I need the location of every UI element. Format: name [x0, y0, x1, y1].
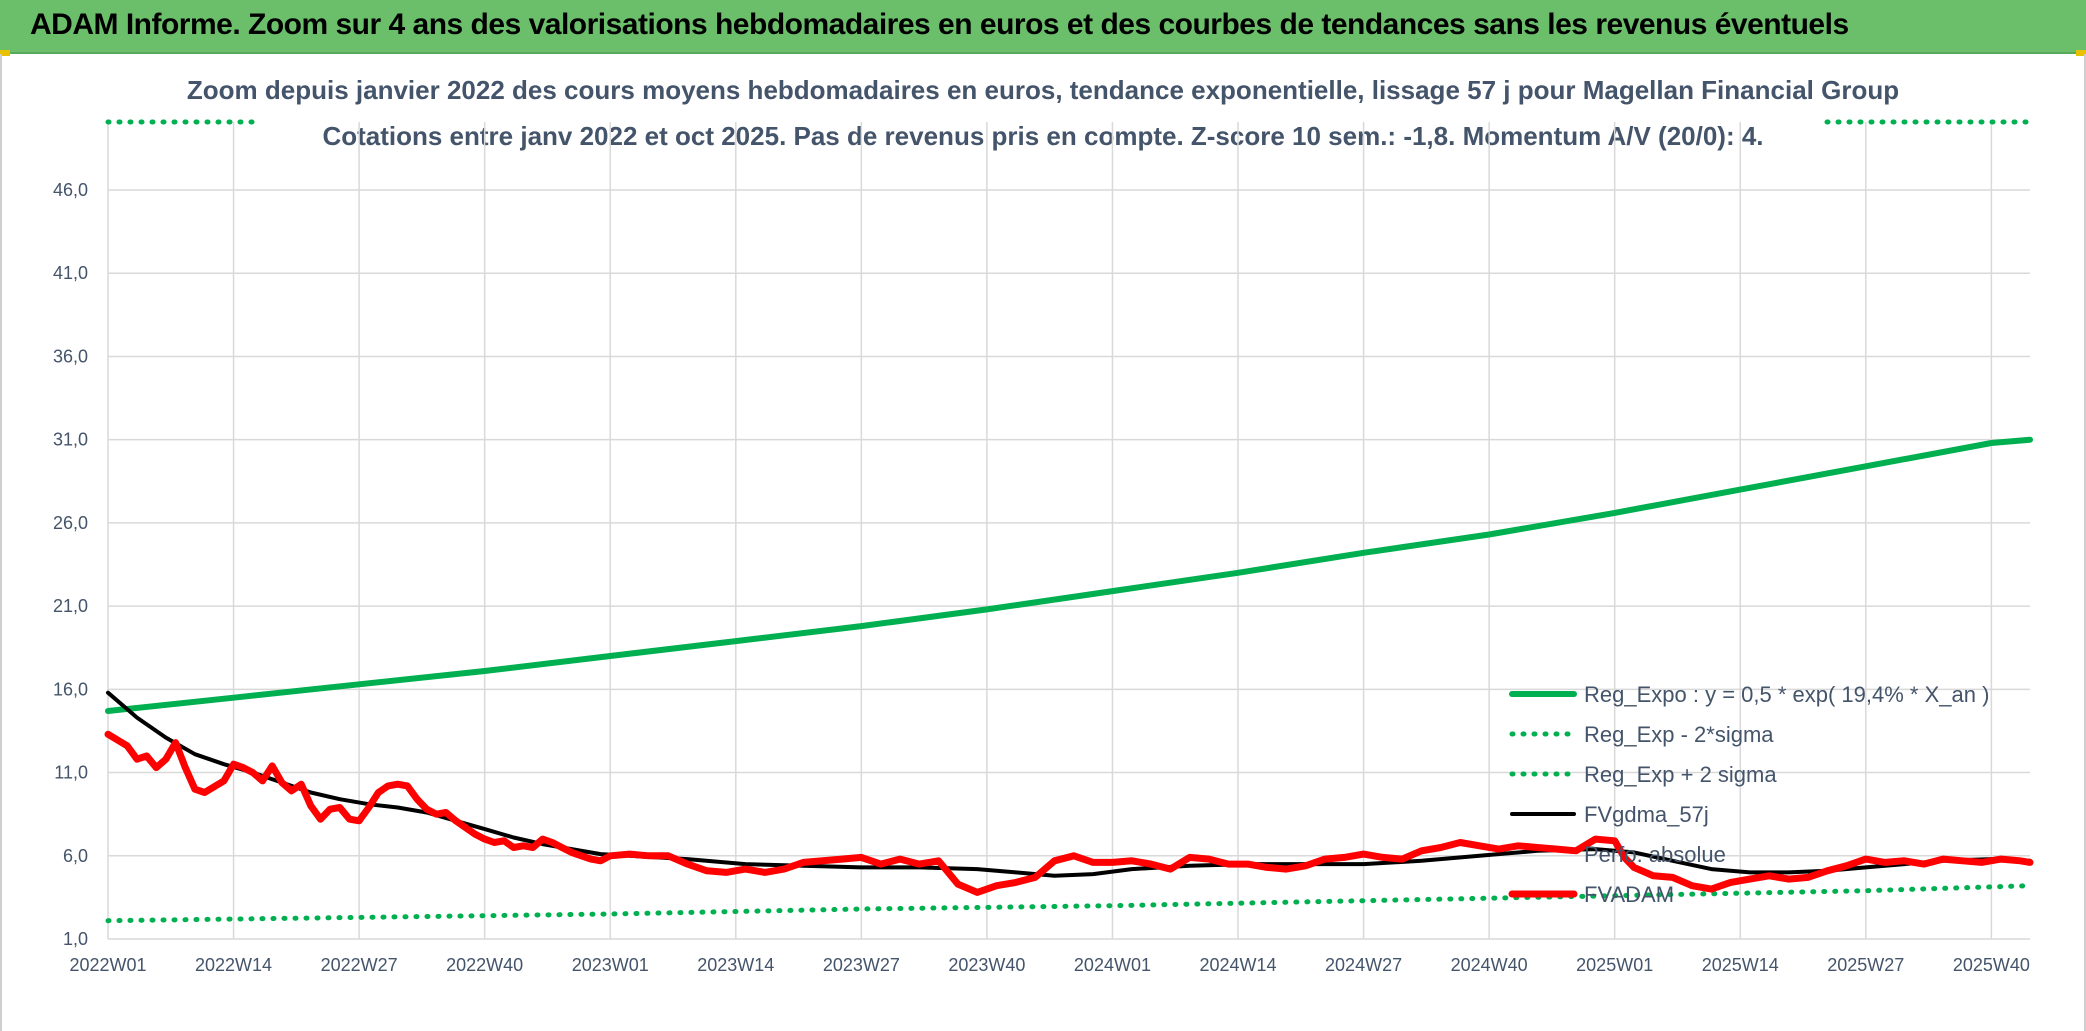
x-tick-label: 2025W01: [1576, 955, 1653, 975]
legend-label: Perfo. absolue: [1584, 842, 1726, 867]
y-tick-label: 26,0: [53, 513, 88, 533]
y-tick-label: 41,0: [53, 263, 88, 283]
y-tick-label: 46,0: [53, 180, 88, 200]
x-tick-label: 2024W40: [1451, 955, 1528, 975]
y-tick-label: 16,0: [53, 679, 88, 699]
x-tick-label: 2022W27: [321, 955, 398, 975]
y-tick-label: 36,0: [53, 346, 88, 366]
x-tick-label: 2024W14: [1199, 955, 1276, 975]
x-tick-label: 2024W27: [1325, 955, 1402, 975]
page-title: ADAM Informe. Zoom sur 4 ans des valoris…: [30, 8, 1849, 41]
chart-legend: Reg_Expo : y = 0,5 * exp( 19,4% * X_an )…: [1508, 682, 1989, 907]
legend-label: FVADAM: [1584, 882, 1674, 907]
y-tick-label: 11,0: [54, 763, 88, 783]
y-tick-label: 1,0: [63, 929, 88, 949]
frame-corner-right: [2076, 50, 2086, 56]
x-tick-label: 2023W01: [572, 955, 649, 975]
x-tick-label: 2025W40: [1953, 955, 2030, 975]
x-tick-label: 2024W01: [1074, 955, 1151, 975]
chart-grid: [107, 122, 2030, 940]
x-tick-label: 2023W40: [948, 955, 1025, 975]
x-tick-label: 2025W27: [1827, 955, 1904, 975]
series-line-solid-red: [104, 730, 2034, 896]
legend-label: Reg_Exp + 2 sigma: [1584, 762, 1777, 787]
chart-title: Zoom depuis janvier 2022 des cours moyen…: [187, 75, 1899, 105]
x-tick-label: 2023W14: [697, 955, 774, 975]
series-line-solid-green: [105, 436, 2033, 714]
y-tick-label: 31,0: [53, 430, 88, 450]
x-tick-label: 2025W14: [1702, 955, 1779, 975]
series-line-dotted-green: [105, 883, 2033, 924]
legend-label: Reg_Expo : y = 0,5 * exp( 19,4% * X_an ): [1584, 682, 1989, 707]
title-bar: ADAM Informe. Zoom sur 4 ans des valoris…: [0, 0, 2086, 54]
legend-label: FVgdma_57j: [1584, 802, 1709, 827]
x-axis-labels: 2022W01 2022W14 2022W27 2022W40 2023W01 2023W…: [69, 955, 2029, 975]
y-tick-label: 21,0: [53, 596, 88, 616]
x-tick-label: 2022W01: [69, 955, 146, 975]
chart-subtitle: Cotations entre janv 2022 et oct 2025. P…: [322, 121, 1763, 151]
chart-series: [104, 119, 2034, 924]
frame-border-left: [0, 54, 2, 1031]
y-tick-label: 6,0: [63, 846, 88, 866]
x-tick-label: 2022W14: [195, 955, 272, 975]
x-tick-label: 2022W40: [446, 955, 523, 975]
x-tick-label: 2023W27: [823, 955, 900, 975]
legend-label: Reg_Exp - 2*sigma: [1584, 722, 1774, 747]
line-chart: Zoom depuis janvier 2022 des cours moyen…: [53, 75, 2034, 975]
frame-border-right: [2084, 54, 2086, 1031]
frame-corner-left: [0, 50, 10, 56]
y-axis-labels: 46,0 41,0 36,0 31,0 26,0 21,0 16,0 11,0 6,0 1,0: [53, 180, 88, 949]
